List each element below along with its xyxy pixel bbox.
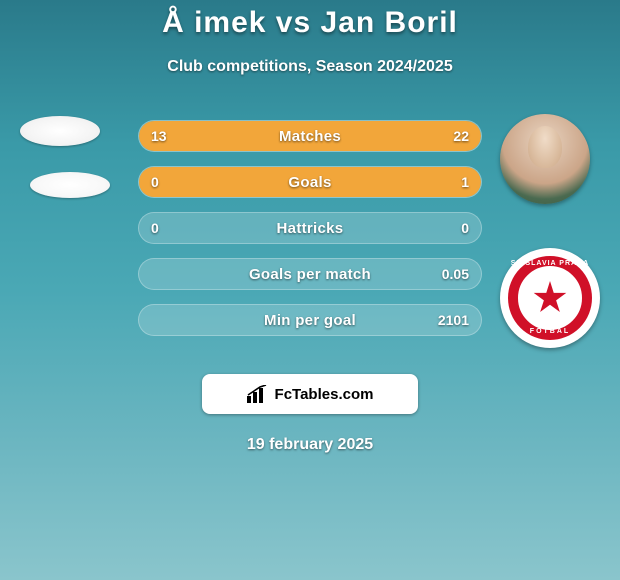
subtitle: Club competitions, Season 2024/2025	[0, 58, 620, 76]
bar-label: Hattricks	[139, 213, 481, 243]
club-badge-text-top: SK SLAVIA PRAHA	[508, 260, 592, 267]
bar-row: 0.05Goals per match	[138, 258, 482, 290]
bar-row: 1322Matches	[138, 120, 482, 152]
infographic-root: Å imek vs Jan Boril Club competitions, S…	[0, 0, 620, 454]
bar-label: Matches	[139, 121, 481, 151]
bars-icon	[247, 385, 269, 403]
comparison-chart: SK SLAVIA PRAHA FOTBAL 1322Matches 01Goal…	[0, 120, 620, 360]
bar-label: Goals	[139, 167, 481, 197]
player-left-club-placeholder	[30, 172, 110, 198]
bar-label: Goals per match	[139, 259, 481, 289]
bar-row: 2101Min per goal	[138, 304, 482, 336]
bar-rows-container: 1322Matches 01Goals 00Hattricks 0.05Goals p…	[138, 120, 482, 336]
bar-row: 00Hattricks	[138, 212, 482, 244]
player-right-avatar	[500, 114, 590, 204]
bar-label: Min per goal	[139, 305, 481, 335]
brand-text: FcTables.com	[275, 386, 374, 403]
player-right-club-badge: SK SLAVIA PRAHA FOTBAL	[500, 248, 600, 348]
club-badge-inner: SK SLAVIA PRAHA FOTBAL	[508, 256, 592, 340]
player-left-avatar-placeholder	[20, 116, 100, 146]
brand-pill[interactable]: FcTables.com	[202, 374, 418, 414]
bar-row: 01Goals	[138, 166, 482, 198]
club-badge-text-bottom: FOTBAL	[508, 328, 592, 335]
page-title: Å imek vs Jan Boril	[0, 6, 620, 40]
date-label: 19 february 2025	[0, 436, 620, 454]
